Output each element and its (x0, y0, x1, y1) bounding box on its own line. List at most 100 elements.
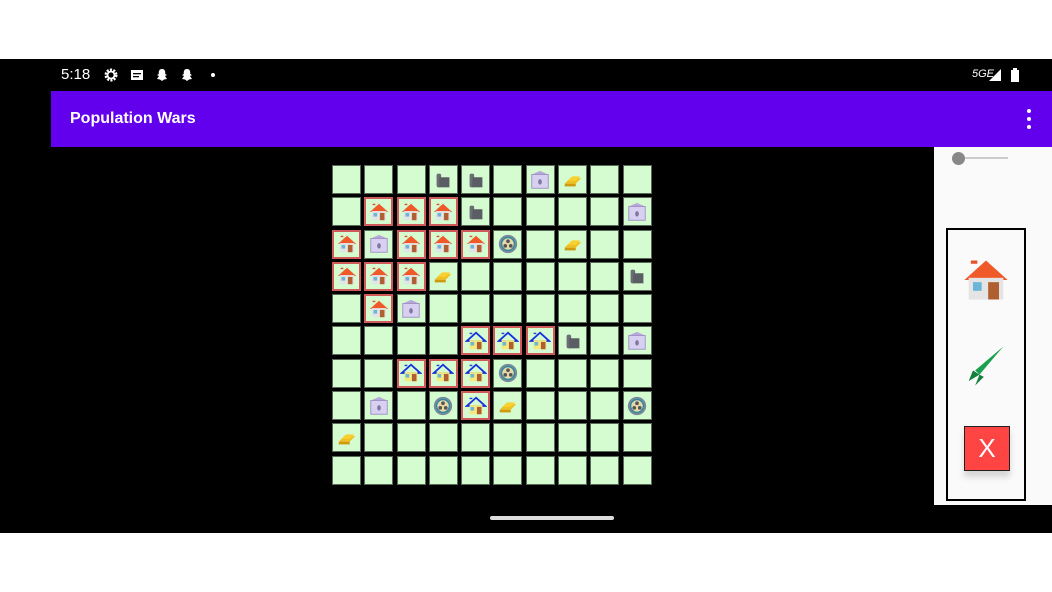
home-gesture-bar[interactable] (490, 516, 614, 520)
board-cell-3-0[interactable] (332, 261, 361, 291)
board-cell-0-9[interactable] (622, 165, 652, 194)
board-cell-2-3[interactable] (428, 229, 458, 259)
board-cell-0-0[interactable] (332, 165, 361, 194)
board-cell-0-8[interactable] (590, 165, 620, 194)
board-cell-6-1[interactable] (364, 358, 394, 388)
board-cell-8-4[interactable] (461, 423, 491, 453)
slider[interactable] (952, 151, 1010, 165)
board-cell-0-6[interactable] (525, 165, 555, 194)
board-cell-8-2[interactable] (396, 423, 426, 453)
board-cell-7-5[interactable] (493, 391, 523, 421)
board-cell-3-8[interactable] (590, 261, 620, 291)
board-cell-3-1[interactable] (364, 261, 394, 291)
board-cell-1-8[interactable] (590, 197, 620, 227)
board-cell-8-5[interactable] (493, 423, 523, 453)
board-cell-1-0[interactable] (332, 197, 361, 227)
board-cell-3-4[interactable] (461, 261, 491, 291)
board-cell-6-3[interactable] (428, 358, 458, 388)
board-cell-3-9[interactable] (622, 261, 652, 291)
board-cell-0-5[interactable] (493, 165, 523, 194)
board-cell-4-7[interactable] (558, 294, 588, 324)
board-cell-6-2[interactable] (396, 358, 426, 388)
board-cell-3-6[interactable] (525, 261, 555, 291)
board-cell-2-6[interactable] (525, 229, 555, 259)
board-cell-4-1[interactable] (364, 294, 394, 324)
board-cell-0-2[interactable] (396, 165, 426, 194)
board-cell-8-9[interactable] (622, 423, 652, 453)
board-cell-4-9[interactable] (622, 294, 652, 324)
board-cell-7-3[interactable] (428, 391, 458, 421)
board-cell-8-1[interactable] (364, 423, 394, 453)
board-cell-7-1[interactable] (364, 391, 394, 421)
board-cell-4-4[interactable] (461, 294, 491, 324)
board-cell-7-8[interactable] (590, 391, 620, 421)
board-cell-5-7[interactable] (558, 326, 588, 356)
board-cell-3-2[interactable] (396, 261, 426, 291)
board-cell-9-3[interactable] (428, 455, 458, 485)
board-cell-5-5[interactable] (493, 326, 523, 356)
board-cell-9-5[interactable] (493, 455, 523, 485)
board-cell-8-3[interactable] (428, 423, 458, 453)
board-cell-0-3[interactable] (428, 165, 458, 194)
board-cell-0-1[interactable] (364, 165, 394, 194)
board-cell-0-7[interactable] (558, 165, 588, 194)
board-cell-1-6[interactable] (525, 197, 555, 227)
board-cell-2-7[interactable] (558, 229, 588, 259)
board-cell-6-9[interactable] (622, 358, 652, 388)
board-cell-7-0[interactable] (332, 391, 361, 421)
board-cell-3-3[interactable] (428, 261, 458, 291)
board-cell-4-6[interactable] (525, 294, 555, 324)
board-cell-1-3[interactable] (428, 197, 458, 227)
board-cell-9-2[interactable] (396, 455, 426, 485)
board-cell-9-7[interactable] (558, 455, 588, 485)
board-cell-2-0[interactable] (332, 229, 361, 259)
board-cell-5-3[interactable] (428, 326, 458, 356)
board-cell-6-4[interactable] (461, 358, 491, 388)
board-cell-4-0[interactable] (332, 294, 361, 324)
board-cell-9-0[interactable] (332, 455, 361, 485)
board-cell-2-8[interactable] (590, 229, 620, 259)
board-cell-2-4[interactable] (461, 229, 491, 259)
board-cell-8-7[interactable] (558, 423, 588, 453)
close-button[interactable]: X (964, 426, 1010, 471)
board-cell-4-2[interactable] (396, 294, 426, 324)
slider-thumb[interactable] (952, 152, 965, 165)
board-cell-8-8[interactable] (590, 423, 620, 453)
board-cell-7-6[interactable] (525, 391, 555, 421)
board-cell-5-2[interactable] (396, 326, 426, 356)
house-icon[interactable] (960, 254, 1012, 306)
board-cell-1-9[interactable] (622, 197, 652, 227)
board-cell-6-7[interactable] (558, 358, 588, 388)
board-cell-9-8[interactable] (590, 455, 620, 485)
more-vert-icon[interactable] (1026, 109, 1032, 131)
board-cell-2-9[interactable] (622, 229, 652, 259)
board-cell-4-3[interactable] (428, 294, 458, 324)
board-cell-6-0[interactable] (332, 358, 361, 388)
board-cell-1-2[interactable] (396, 197, 426, 227)
board-cell-7-7[interactable] (558, 391, 588, 421)
board-cell-9-1[interactable] (364, 455, 394, 485)
board-cell-5-0[interactable] (332, 326, 361, 356)
board-cell-9-4[interactable] (461, 455, 491, 485)
board-cell-4-5[interactable] (493, 294, 523, 324)
board-cell-8-0[interactable] (332, 423, 361, 453)
board-cell-9-9[interactable] (622, 455, 652, 485)
board-cell-6-6[interactable] (525, 358, 555, 388)
board-cell-3-7[interactable] (558, 261, 588, 291)
board-cell-6-5[interactable] (493, 358, 523, 388)
board-cell-6-8[interactable] (590, 358, 620, 388)
board-cell-2-1[interactable] (364, 229, 394, 259)
missile-icon[interactable] (960, 340, 1012, 392)
board-cell-3-5[interactable] (493, 261, 523, 291)
board-cell-8-6[interactable] (525, 423, 555, 453)
board-cell-1-4[interactable] (461, 197, 491, 227)
board-cell-2-2[interactable] (396, 229, 426, 259)
board-cell-1-1[interactable] (364, 197, 394, 227)
board-cell-5-9[interactable] (622, 326, 652, 356)
board-cell-7-2[interactable] (396, 391, 426, 421)
board-cell-9-6[interactable] (525, 455, 555, 485)
board-cell-2-5[interactable] (493, 229, 523, 259)
board-cell-7-4[interactable] (461, 391, 491, 421)
board-cell-0-4[interactable] (461, 165, 491, 194)
board-cell-4-8[interactable] (590, 294, 620, 324)
